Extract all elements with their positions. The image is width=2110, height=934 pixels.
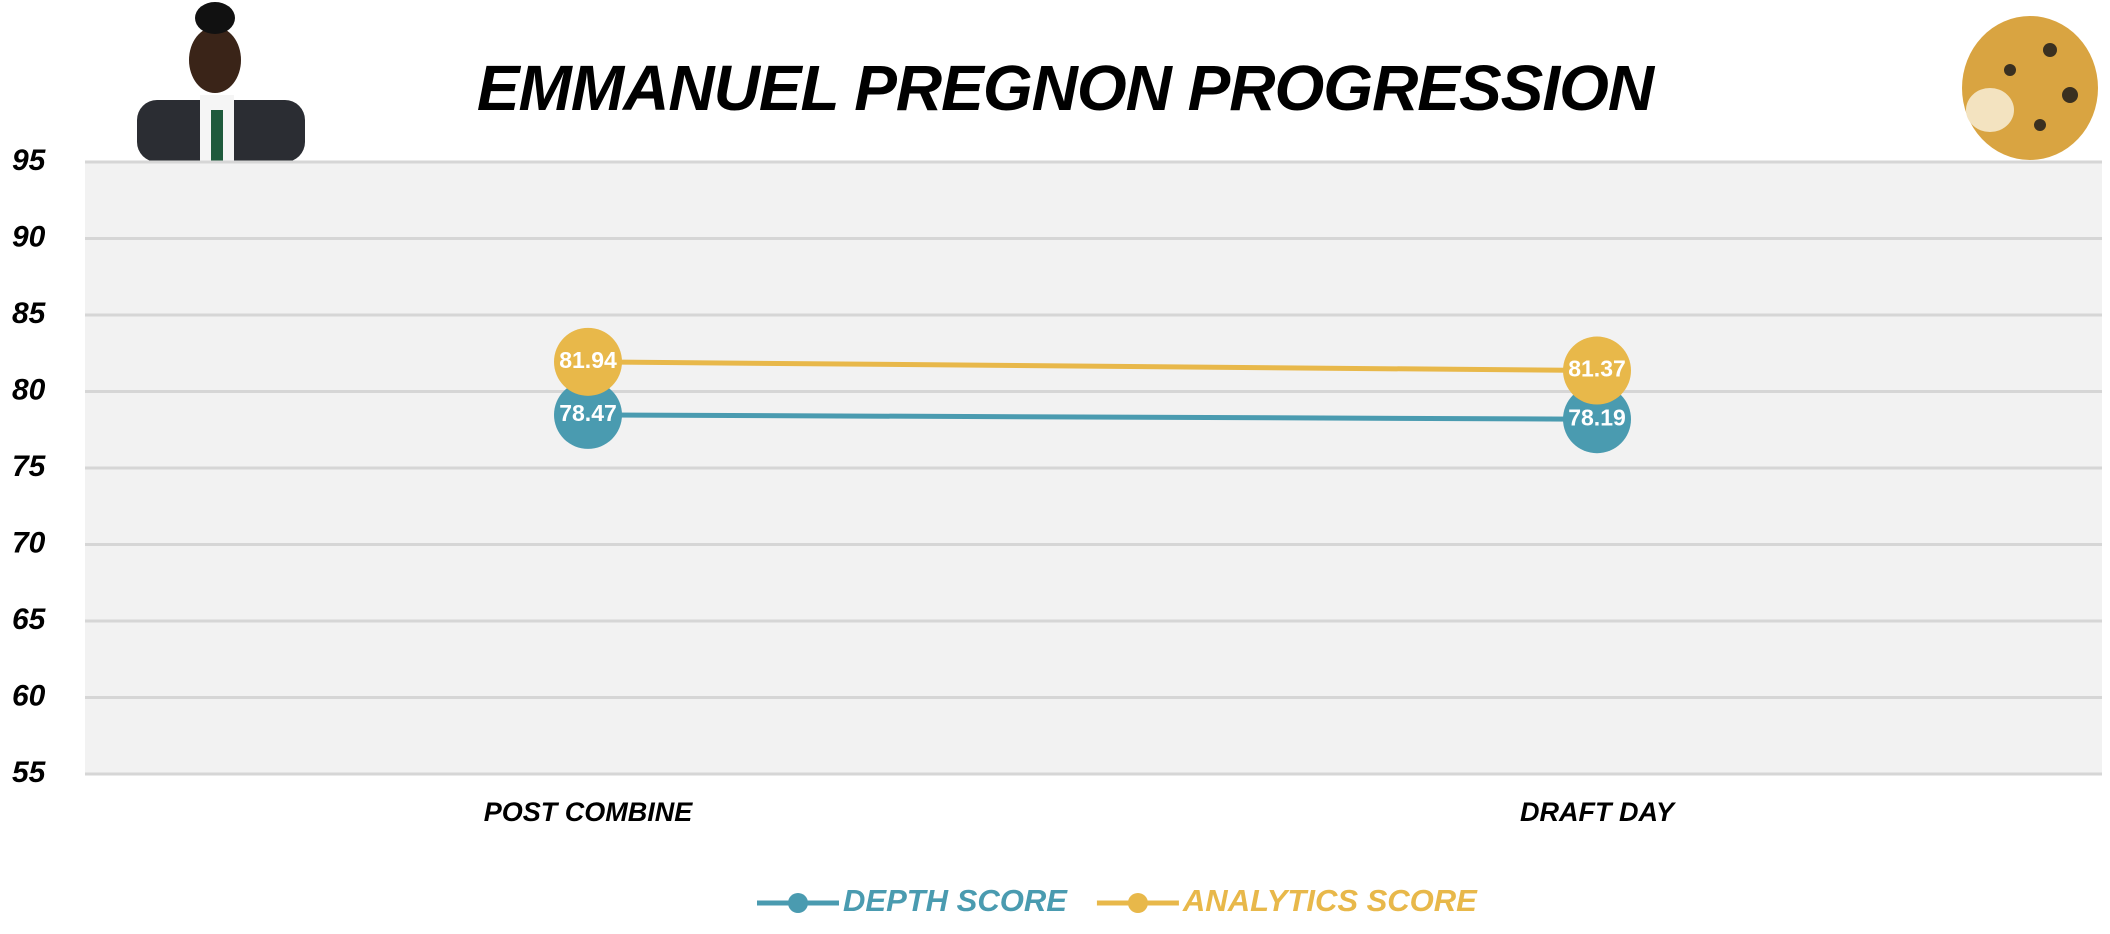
- y-tick-label: 60: [12, 679, 46, 712]
- legend-marker: [1127, 893, 1148, 913]
- y-tick-label: 75: [12, 450, 47, 483]
- y-tick-label: 70: [12, 526, 46, 559]
- legend-label: ANALYTICS SCORE: [1182, 883, 1478, 918]
- y-tick-label: 90: [12, 220, 46, 253]
- jaguar-logo: [1962, 16, 2098, 160]
- x-tick-label: DRAFT DAY: [1520, 797, 1677, 827]
- series-line: [587, 412, 1598, 422]
- data-point: [1563, 385, 1631, 454]
- chart-title: EMMANUEL PREGNON PROGRESSION: [477, 52, 1656, 124]
- data-point: [554, 327, 622, 396]
- data-point: [554, 380, 622, 449]
- data-label: 78.19: [1568, 404, 1626, 430]
- series-line: [587, 359, 1598, 374]
- legend-label: DEPTH SCORE: [843, 883, 1068, 918]
- legend-marker: [788, 893, 808, 913]
- data-label: 81.37: [1568, 356, 1626, 382]
- y-tick-label: 85: [12, 297, 47, 330]
- y-tick-label: 80: [12, 373, 46, 406]
- y-tick-label: 95: [12, 144, 47, 177]
- y-tick-label: 55: [12, 756, 47, 789]
- data-label: 78.47: [559, 400, 617, 426]
- x-tick-label: POST COMBINE: [484, 797, 694, 827]
- y-tick-label: 65: [12, 603, 47, 636]
- data-label: 81.94: [559, 347, 617, 373]
- player-photo: [137, 2, 305, 162]
- data-point: [1563, 336, 1631, 405]
